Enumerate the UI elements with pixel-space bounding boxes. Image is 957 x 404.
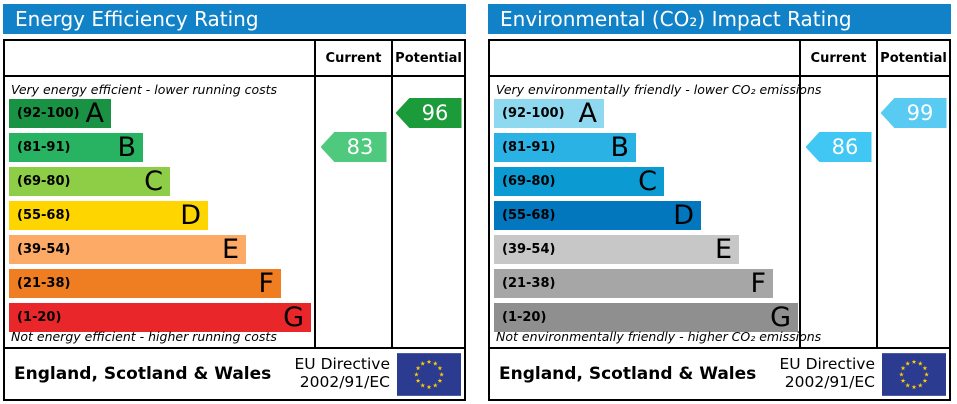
potential-value-cell: 96 <box>391 77 464 347</box>
potential-rating-arrow: 99 <box>880 98 947 128</box>
band-letter: A <box>578 98 597 129</box>
band-range: (81-91) <box>502 140 556 155</box>
band-row-e: (39-54) E <box>9 235 246 264</box>
band-row-f: (21-38) F <box>494 269 773 298</box>
top-note: Very environmentally friendly - lower CO… <box>496 82 822 97</box>
band-letter: C <box>144 166 163 197</box>
band-chart-area: Very environmentally friendly - lower CO… <box>490 77 822 347</box>
band-row-d: (55-68) D <box>494 201 701 230</box>
band-chart-area: Very energy efficient - lower running co… <box>5 77 314 347</box>
header-spacer <box>490 41 799 75</box>
bottom-note: Not environmentally friendly - higher CO… <box>496 329 822 344</box>
band-row-b: (81-91) B <box>494 133 636 162</box>
region-label: England, Scotland & Wales <box>499 364 757 384</box>
table-footer: England, Scotland & Wales EU Directive 2… <box>490 347 949 399</box>
band-range: (1-20) <box>17 310 62 325</box>
current-column-header: Current <box>314 41 391 75</box>
band-range: (92-100) <box>502 106 565 121</box>
potential-rating-value: 96 <box>421 101 449 125</box>
band-letter: B <box>117 132 136 163</box>
current-column-header: Current <box>799 41 876 75</box>
eu-directive-label: EU Directive 2002/91/EC <box>779 355 876 391</box>
band-letter: F <box>750 268 766 299</box>
band-range: (39-54) <box>502 242 556 257</box>
band-letter: D <box>673 200 694 231</box>
table-body: Very energy efficient - lower running co… <box>5 77 464 347</box>
band-range: (1-20) <box>502 310 547 325</box>
band-letter: B <box>610 132 629 163</box>
band-letter: D <box>180 200 201 231</box>
band-letter: E <box>714 234 732 265</box>
band-range: (81-91) <box>17 140 71 155</box>
band-letter: A <box>85 98 104 129</box>
band-letter: E <box>221 234 239 265</box>
eu-directive-label: EU Directive 2002/91/EC <box>294 355 391 391</box>
band-row-f: (21-38) F <box>9 269 281 298</box>
region-label: England, Scotland & Wales <box>14 364 272 384</box>
band-letter: C <box>638 166 657 197</box>
rating-table: Current Potential Very environmentally f… <box>488 39 951 401</box>
band-letter: F <box>258 268 274 299</box>
bottom-note: Not energy efficient - higher running co… <box>11 329 277 344</box>
band-range: (55-68) <box>17 208 71 223</box>
band-range: (55-68) <box>502 208 556 223</box>
band-row-g: (1-20) G <box>494 303 798 332</box>
panel-title: Energy Efficiency Rating <box>3 4 466 34</box>
band-row-d: (55-68) D <box>9 201 208 230</box>
potential-rating-arrow: 96 <box>395 98 462 128</box>
band-row-a: (92-100) A <box>494 99 604 128</box>
table-footer: England, Scotland & Wales EU Directive 2… <box>5 347 464 399</box>
table-header: Current Potential <box>490 41 949 77</box>
band-row-c: (69-80) C <box>9 167 170 196</box>
band-range: (21-38) <box>502 276 556 291</box>
band-range: (92-100) <box>17 106 80 121</box>
band-row-a: (92-100) A <box>9 99 111 128</box>
current-rating-arrow: 83 <box>320 132 387 162</box>
current-value-cell: 83 <box>314 77 391 347</box>
table-header: Current Potential <box>5 41 464 77</box>
top-note: Very energy efficient - lower running co… <box>11 82 278 97</box>
current-rating-arrow: 86 <box>805 132 872 162</box>
energy-efficiency-panel: Energy Efficiency Rating Current Potenti… <box>3 4 466 401</box>
current-rating-value: 86 <box>831 135 859 159</box>
rating-table: Current Potential Very energy efficient … <box>3 39 466 401</box>
band-range: (69-80) <box>17 174 71 189</box>
band-row-e: (39-54) E <box>494 235 739 264</box>
band-letter: G <box>283 302 304 333</box>
band-range: (69-80) <box>502 174 556 189</box>
band-row-b: (81-91) B <box>9 133 143 162</box>
eu-flag-icon <box>882 352 946 396</box>
band-row-g: (1-20) G <box>9 303 311 332</box>
current-rating-value: 83 <box>346 135 374 159</box>
eu-flag-icon <box>397 352 461 396</box>
band-range: (21-38) <box>17 276 71 291</box>
potential-column-header: Potential <box>391 41 464 75</box>
panel-title: Environmental (CO₂) Impact Rating <box>488 4 951 34</box>
potential-rating-value: 99 <box>906 101 934 125</box>
band-letter: G <box>770 302 791 333</box>
band-row-c: (69-80) C <box>494 167 664 196</box>
environmental-impact-panel: Environmental (CO₂) Impact Rating Curren… <box>488 4 951 401</box>
band-range: (39-54) <box>17 242 71 257</box>
header-spacer <box>5 41 314 75</box>
table-body: Very environmentally friendly - lower CO… <box>490 77 949 347</box>
potential-column-header: Potential <box>876 41 949 75</box>
potential-value-cell: 99 <box>876 77 949 347</box>
current-value-cell: 86 <box>799 77 876 347</box>
